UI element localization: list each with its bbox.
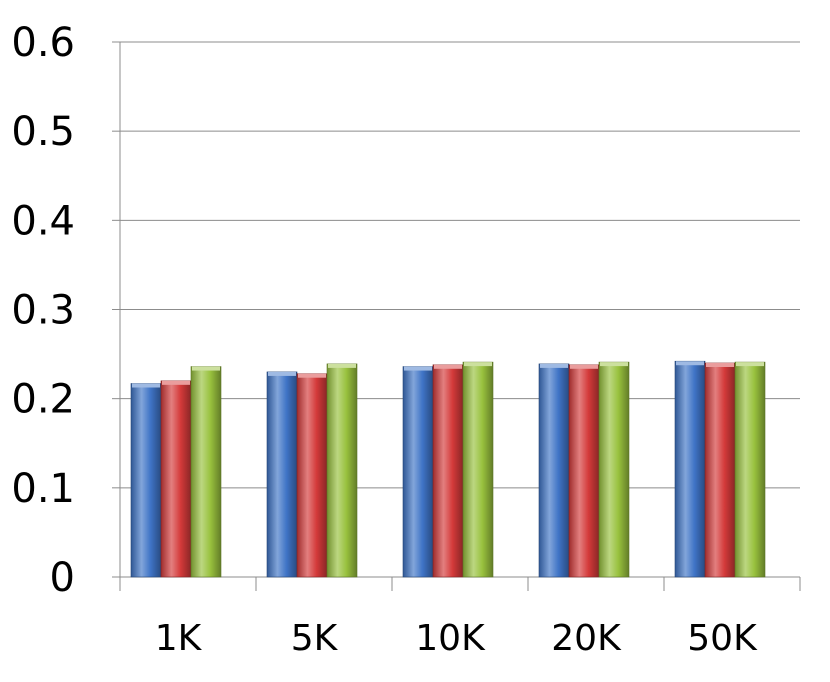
bar [598, 361, 630, 578]
y-tick-label: 0.1 [11, 466, 75, 512]
bar [266, 371, 298, 578]
bar-cap [464, 362, 492, 367]
y-tick-label: 0.3 [11, 288, 75, 334]
bar [568, 364, 600, 578]
bar-cap [570, 364, 598, 369]
x-tick-label: 50K [687, 618, 758, 659]
bar [704, 362, 736, 578]
bars [130, 360, 766, 578]
y-tick-label: 0.4 [11, 198, 75, 244]
x-tick-label: 20K [551, 618, 622, 659]
x-tick-label: 10K [415, 618, 486, 659]
bar [462, 361, 494, 578]
bar [296, 373, 328, 578]
bar [674, 360, 706, 578]
bar-cap [162, 380, 190, 385]
y-tick-label: 0.5 [11, 109, 75, 155]
bar-cap [676, 361, 704, 366]
y-tick-label: 0.2 [11, 377, 75, 423]
bar-cap [706, 363, 734, 367]
x-tick-label: 1K [155, 618, 203, 659]
bar-cap [268, 371, 296, 376]
bar-cap [192, 366, 220, 371]
bar-cap [328, 363, 356, 368]
bar [734, 361, 766, 578]
bar [326, 363, 358, 578]
bar-cap [404, 366, 432, 371]
bar-cap [540, 363, 568, 368]
bar-cap [132, 383, 160, 388]
bar [402, 366, 434, 578]
bar-cap [736, 362, 764, 367]
tick-labels: 0 0.1 0.2 0.3 0.4 0.5 0.6 1K 5K 10K 20K 50K [11, 20, 758, 659]
bar-cap [434, 364, 462, 369]
bar-cap [600, 362, 628, 367]
x-tick-label: 5K [291, 618, 339, 659]
bar [432, 364, 464, 578]
bar [190, 366, 222, 578]
bar [130, 383, 162, 578]
y-tick-label: 0 [50, 555, 75, 601]
bar [160, 380, 192, 578]
bar [538, 363, 570, 578]
y-tick-label: 0.6 [11, 20, 75, 66]
bar-cap [298, 373, 326, 378]
